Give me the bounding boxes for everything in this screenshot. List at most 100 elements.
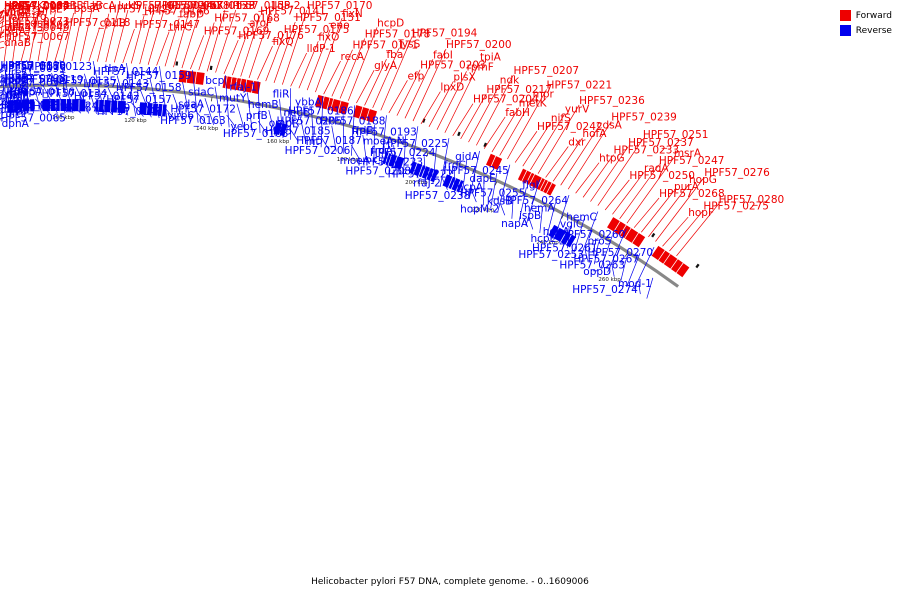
reverse-gene-label: mod-1 [618,278,652,290]
tick-mark [426,152,429,157]
reverse-gene-label: HPF57_0159 [126,70,192,82]
forward-leader-line [46,9,57,62]
forward-gene-label: HPF57_0200 [446,39,512,51]
forward-leader-line [0,29,5,39]
legend-forward-swatch [839,10,851,21]
forward-leader-line [582,154,614,198]
tick-label: 240 kbp [536,240,559,246]
reverse-gene-label: HPF57_0208 [345,166,411,178]
forward-gene-label: fixN [342,8,363,20]
reverse-leader-line [380,115,387,166]
reverse-gene [29,99,35,112]
forward-gene-label: HPF57_0133 [189,0,255,12]
reverse-leader-line [59,60,74,114]
reverse-gene-label: thrS [13,99,35,111]
reverse-leader-line [18,73,35,114]
forward-gene [658,250,670,264]
reverse-leader-line [42,85,58,114]
forward-gene [632,233,646,248]
reverse-gene-label: moeA-N [363,136,405,148]
forward-gene-label: eno [330,20,350,32]
forward-leader-line [265,33,285,82]
legend-forward-label: Forward [855,10,892,21]
forward-leader-line [356,70,375,104]
reverse-gene-label: HPF57_0157 [106,94,172,106]
reverse-leader-line [607,228,627,273]
forward-gene-label: HPF57_0247 [659,155,725,167]
forward-gene-label: HPF57_0168 [214,13,280,25]
reverse-leader-line [638,283,641,295]
figure-caption: Helicobacter pylori F57 DNA, complete ge… [311,577,589,587]
reverse-leader-line [342,115,345,154]
reverse-leader-line [633,246,655,290]
forward-leader-line [130,15,145,64]
reverse-gene-label: HPF57_0116 [9,86,75,98]
reverse-gene-label: ureI [8,80,28,92]
forward-gene-label: mcpB [47,0,77,12]
reverse-gene-label: dapE [469,173,495,185]
reverse-gene-label: HPF57_0267 [573,253,639,265]
forward-leader-line [323,60,341,95]
reverse-gene-label: HPF57_0119 [18,74,84,86]
forward-leader-line [655,177,705,242]
reverse-leader-line [320,135,330,150]
reverse-leader-line [116,75,129,116]
reverse-gene [60,99,67,112]
forward-gene-label: HPF57_0147 [134,19,200,31]
reverse-leader-line [518,187,527,223]
forward-leader-line [364,59,387,106]
forward-gene-label: hcpD [377,17,404,29]
reverse-leader-line [593,242,599,265]
reverse-leader-line [10,86,27,114]
reverse-leader-line [159,66,168,119]
reverse-gene-label: HPF57_0186 [288,105,354,117]
forward-leader-line [54,26,66,62]
reverse-gene-label: rpmI [4,73,28,85]
tick-label: 80 kbp [0,117,1,123]
reverse-gene-label: HPF57_0260 [560,229,626,241]
forward-gene-label: HPF57_0242 [537,121,603,133]
forward-gene-label: lldP-1 [307,43,336,55]
reverse-gene-label: HPF57_0263 [559,260,625,272]
legend-reverse-swatch [839,25,851,36]
reverse-leader-line [580,211,599,257]
forward-leader-line [80,9,93,62]
forward-gene-label: HPF57_0103 [4,0,70,12]
reverse-leader-line [268,109,276,137]
forward-gene-label: lldP-2 [271,0,300,12]
reverse-leader-line [393,145,397,171]
reverse-leader-line [381,154,390,168]
forward-gene-label: HPF57_0146 [144,6,210,18]
forward-gene-label: HPF57_0170 [307,0,373,12]
reverse-gene [117,100,126,114]
forward-gene-label: recA [341,51,365,63]
reverse-gene [382,152,389,165]
reverse-gene-label: HPF57_0123 [27,61,93,73]
forward-leader-line [20,27,31,62]
forward-leader-line [552,137,583,182]
forward-gene-label: cdsA [597,120,623,132]
forward-gene-label: HPF57_0221 [547,79,613,91]
forward-leader-line [173,9,190,68]
legend: Forward Reverse [839,8,892,38]
forward-gene-label: HPF57_0175 [284,24,350,36]
reverse-gene-label: ureG [3,84,28,96]
forward-leader-line [290,52,307,87]
forward-gene-label: HPF57_0280 [719,194,785,206]
reverse-gene-label: HPF57_0253 [518,249,584,261]
reverse-gene-label: lspA [7,104,30,116]
reverse-gene-label: ureE [5,94,29,106]
forward-leader-line [530,113,566,171]
forward-gene-label: aroK [200,0,225,12]
reverse-gene [279,123,287,137]
forward-gene-label: aroF [249,18,272,30]
forward-gene-label: fixP [236,0,255,12]
reverse-leader-line [84,73,97,114]
forward-gene-label: HPF57_0169 [204,25,270,37]
reverse-leader-line [497,164,511,212]
reverse-leader-line [411,165,419,179]
reverse-gene [430,169,439,183]
reverse-gene-label: HPF57_0094 [0,77,66,89]
forward-leader-line [198,22,215,71]
